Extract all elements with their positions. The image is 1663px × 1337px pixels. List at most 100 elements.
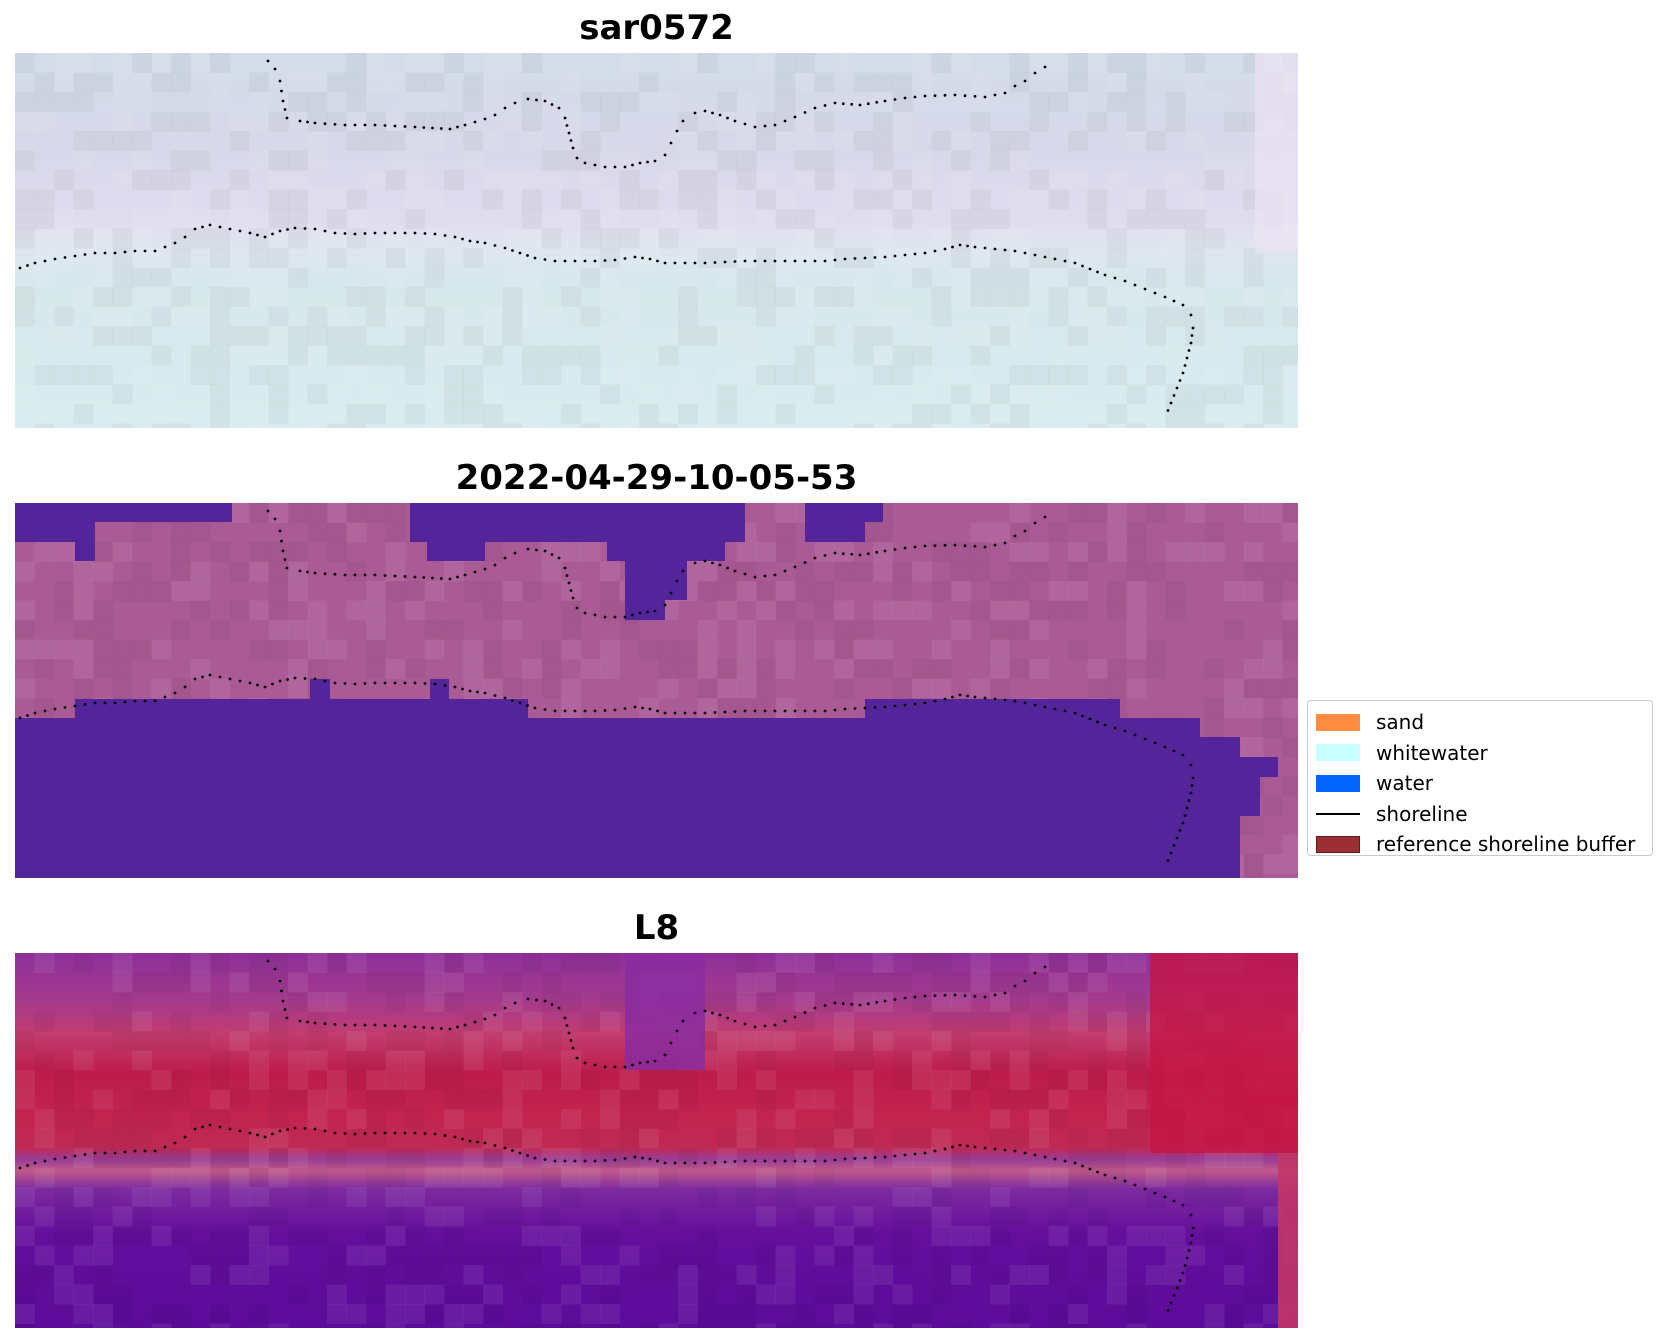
shoreline-point [1169, 401, 1173, 405]
shoreline-point [963, 94, 967, 98]
shoreline-point [256, 1133, 259, 1137]
shoreline-point [753, 125, 757, 129]
shoreline-point [103, 1151, 107, 1155]
shoreline-point [933, 249, 937, 253]
shoreline-point [718, 563, 722, 567]
shoreline-point [933, 94, 937, 98]
shoreline-point [439, 127, 443, 130]
shoreline-point [943, 697, 947, 701]
shoreline-point [557, 556, 561, 560]
shoreline-point [83, 1153, 87, 1156]
shoreline-point [951, 695, 954, 699]
shoreline-point [793, 1159, 797, 1163]
shoreline-point [298, 1019, 302, 1023]
shoreline-point [1181, 303, 1185, 307]
shoreline-point [313, 1021, 317, 1025]
shoreline-point [763, 1024, 767, 1028]
shoreline-point [1003, 991, 1007, 995]
shoreline-point [1033, 1153, 1037, 1157]
shoreline-point [553, 259, 557, 263]
shoreline-point [753, 1159, 757, 1163]
shoreline-point [448, 577, 452, 581]
shoreline-point [913, 545, 917, 549]
shoreline-point [875, 1000, 879, 1004]
shoreline-point [73, 1154, 77, 1158]
shoreline-point [648, 257, 652, 261]
shoreline-point [623, 165, 627, 169]
shoreline-point [1178, 829, 1182, 832]
shoreline-point [1053, 257, 1057, 261]
shoreline-point [783, 259, 787, 263]
shoreline-point [1023, 251, 1027, 255]
shoreline-point [723, 710, 727, 714]
shoreline-point [833, 101, 837, 105]
shoreline-point [1103, 723, 1107, 727]
shoreline-point [563, 116, 567, 120]
shoreline-point [669, 1041, 673, 1045]
shoreline-point [583, 1061, 587, 1065]
shoreline-point [873, 706, 877, 709]
shoreline-point [550, 1003, 554, 1006]
shoreline-point [653, 609, 657, 613]
shoreline-point [613, 708, 617, 712]
shoreline-point [493, 113, 497, 117]
shoreline-point [323, 229, 327, 233]
shoreline-point [280, 989, 283, 993]
shoreline-point [1033, 521, 1037, 525]
shoreline-point [343, 1132, 347, 1135]
shoreline-point [563, 709, 567, 713]
shoreline-point [456, 575, 459, 579]
shoreline-point [526, 547, 530, 551]
shoreline-point [673, 261, 677, 265]
shoreline-point [263, 1135, 267, 1139]
shoreline-point [583, 259, 587, 263]
shoreline-point [813, 556, 817, 560]
shoreline-point [293, 1126, 297, 1130]
shoreline-point [613, 615, 617, 619]
shoreline-point [613, 1158, 617, 1162]
shoreline-point [866, 1002, 870, 1006]
shoreline-point [313, 121, 317, 125]
shoreline-point [468, 1139, 472, 1143]
shoreline-point [383, 1131, 387, 1135]
shoreline-point [393, 574, 397, 578]
shoreline-point [583, 1159, 587, 1163]
shoreline-point [208, 1123, 212, 1127]
shoreline-point [693, 111, 697, 115]
shoreline-point [743, 259, 747, 263]
legend-item-shoreline: shoreline [1316, 799, 1644, 830]
shoreline-point [723, 1160, 727, 1164]
shoreline-point [363, 123, 367, 127]
shoreline-point [293, 226, 297, 230]
shoreline-point [646, 610, 649, 614]
shoreline-point [228, 1127, 232, 1131]
shoreline-point [1088, 1167, 1092, 1171]
shoreline-point [823, 554, 827, 557]
shoreline-point [543, 99, 547, 103]
shoreline-point [773, 259, 777, 263]
shoreline-point [923, 701, 927, 705]
index-map-panel [15, 953, 1298, 1328]
shoreline-point [123, 1150, 127, 1154]
shoreline-point [113, 251, 117, 255]
shoreline-point [453, 1135, 457, 1139]
shoreline-point [473, 1020, 477, 1024]
shoreline-point [73, 254, 77, 258]
shoreline-point [563, 1159, 567, 1163]
shoreline-point [393, 231, 397, 235]
shoreline-point [793, 565, 797, 569]
shoreline-point [403, 575, 407, 578]
shoreline-point [133, 699, 137, 703]
shoreline-point [573, 1159, 577, 1163]
shoreline-point [503, 1146, 507, 1150]
shoreline-point [1166, 859, 1170, 862]
shoreline-point [511, 249, 514, 252]
legend-item-water: water [1316, 768, 1644, 799]
shoreline-point [567, 131, 571, 135]
shoreline-point [173, 241, 177, 245]
legend-label: whitewater [1376, 740, 1488, 765]
shoreline-point [873, 256, 877, 259]
shoreline-point [448, 127, 452, 131]
shoreline-point [1172, 299, 1176, 303]
shoreline-point [1153, 291, 1157, 295]
